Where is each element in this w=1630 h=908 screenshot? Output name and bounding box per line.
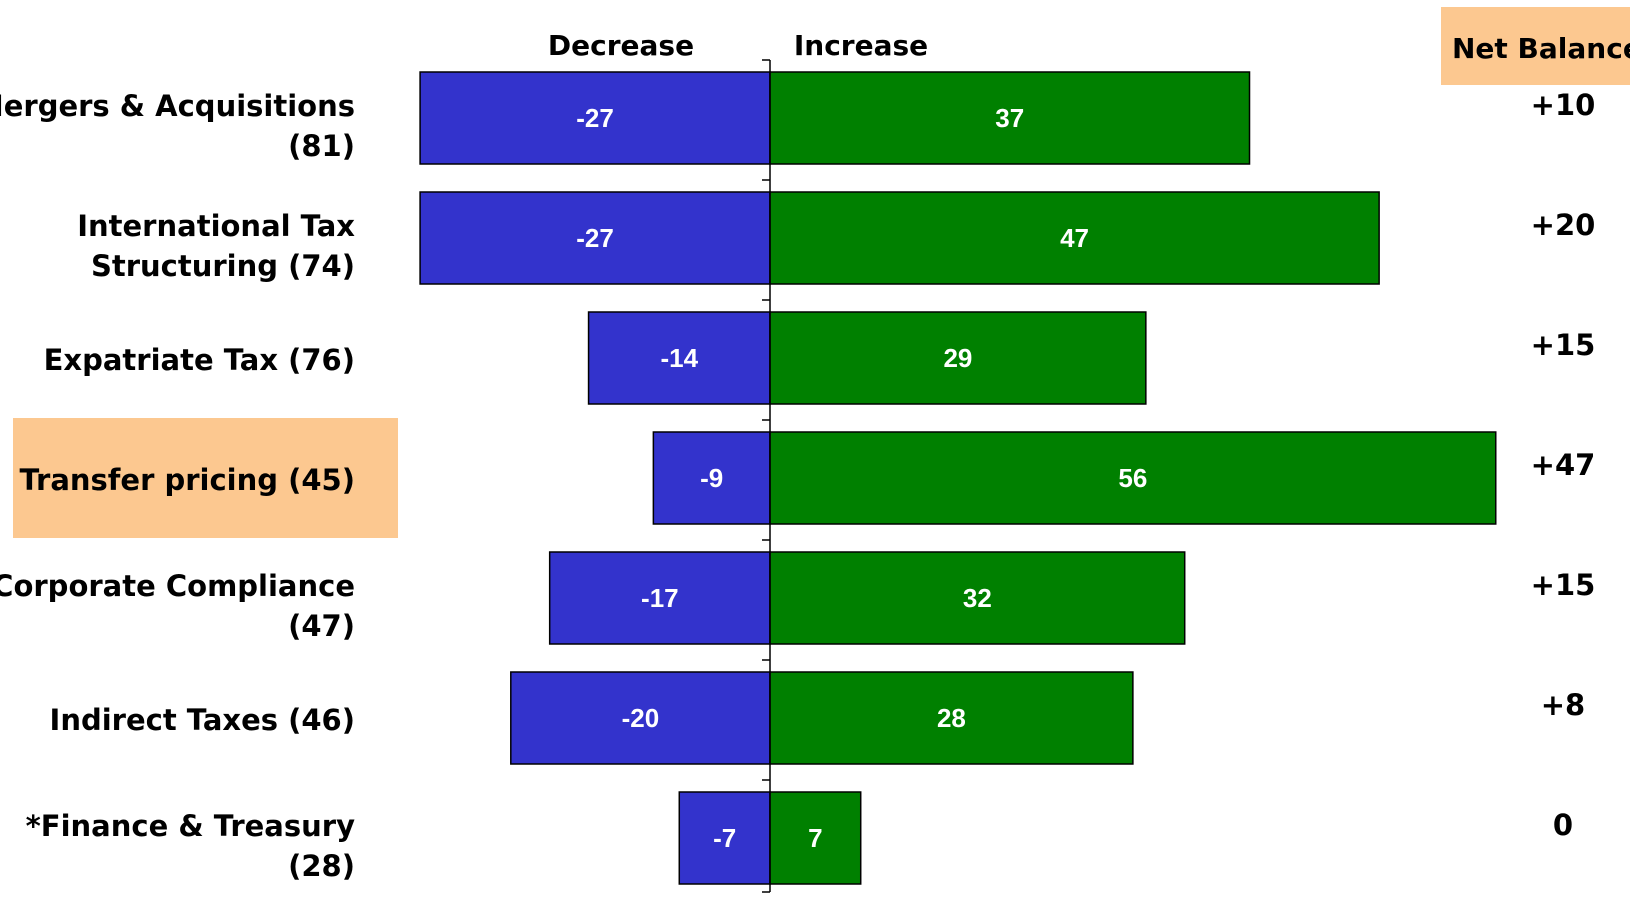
decrease-value-label: -20 — [622, 703, 660, 733]
decrease-header: Decrease — [548, 29, 694, 62]
increase-bar — [769, 671, 1134, 765]
increase-value-label: 32 — [963, 583, 992, 613]
increase-bar — [769, 431, 1497, 525]
net-balance-value: +20 — [1531, 208, 1596, 242]
decrease-bar — [419, 71, 771, 165]
decrease-bar — [419, 191, 771, 285]
category-label: Expatriate Tax (76) — [44, 343, 355, 377]
net-balance-value: 0 — [1553, 808, 1573, 842]
highlight-box — [13, 418, 398, 538]
increase-value-label: 7 — [808, 823, 822, 853]
category-label: (28) — [288, 849, 355, 883]
decrease-bar — [678, 791, 771, 885]
decrease-bar — [548, 551, 771, 645]
net-balance-header-bg — [1441, 7, 1630, 85]
decrease-value-label: -27 — [576, 223, 614, 253]
net-balance-value: +15 — [1531, 328, 1596, 362]
increase-bar — [769, 71, 1251, 165]
decrease-value-label: -17 — [641, 583, 679, 613]
net-balance-value: +15 — [1531, 568, 1596, 602]
increase-bar — [769, 311, 1147, 405]
category-label: Indirect Taxes (46) — [50, 703, 355, 737]
decrease-value-label: -9 — [700, 463, 723, 493]
category-label: International Tax — [77, 209, 355, 243]
increase-value-label: 56 — [1118, 463, 1147, 493]
increase-value-label: 47 — [1060, 223, 1089, 253]
decrease-value-label: -27 — [576, 103, 614, 133]
category-label: Structuring (74) — [91, 249, 355, 283]
decrease-value-label: -14 — [660, 343, 698, 373]
category-label: Mergers & Acquisitions — [0, 89, 355, 123]
category-label: (81) — [288, 129, 355, 163]
category-label: (47) — [288, 609, 355, 643]
net-balance-value: +10 — [1531, 88, 1596, 122]
category-label: Transfer pricing (45) — [19, 463, 355, 497]
decrease-bar — [587, 311, 771, 405]
net-balance-header: Net Balance — [1452, 32, 1630, 65]
decrease-bar — [652, 431, 771, 525]
increase-bar — [769, 191, 1380, 285]
chart-body: -27 37 Mergers & Acquisitions (81) +10 -27 47 I… — [0, 59, 1596, 893]
increase-header: Increase — [794, 29, 928, 62]
category-label: *Finance & Treasury — [26, 809, 355, 843]
category-label: Corporate Compliance — [0, 569, 355, 603]
increase-value-label: 37 — [995, 103, 1024, 133]
net-balance-value: +47 — [1531, 448, 1596, 482]
net-balance-value: +8 — [1541, 688, 1585, 722]
decrease-value-label: -7 — [713, 823, 736, 853]
increase-value-label: 29 — [943, 343, 972, 373]
decrease-bar — [510, 671, 771, 765]
increase-value-label: 28 — [937, 703, 966, 733]
increase-bar — [769, 551, 1186, 645]
increase-bar — [769, 791, 862, 885]
